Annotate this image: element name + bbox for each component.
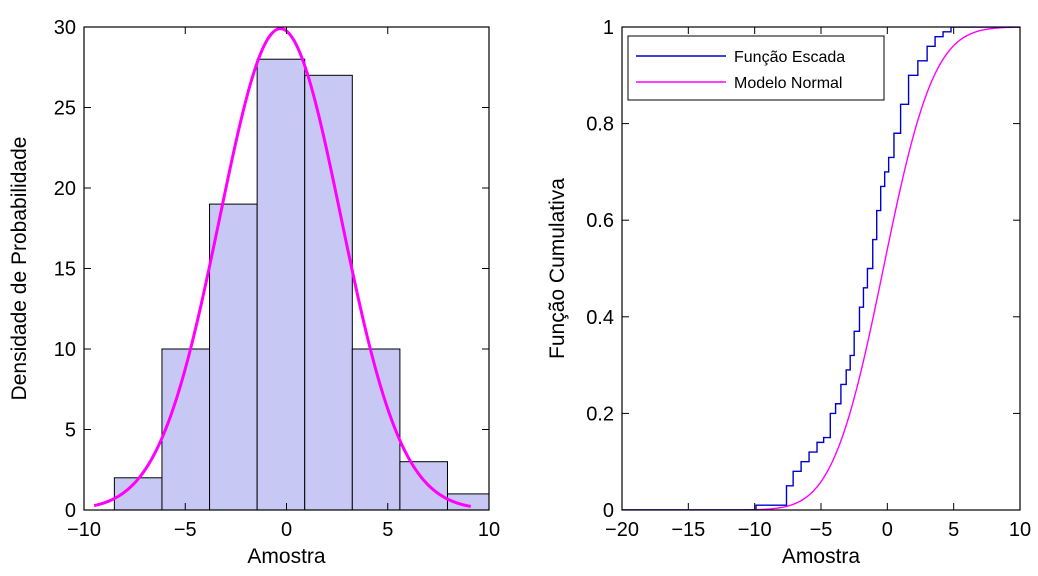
x-tick-label: −10	[738, 519, 772, 541]
legend-entry-modelo-normal: Modelo Normal	[734, 75, 842, 92]
y-tick-label: 1	[603, 17, 614, 39]
y-tick-label: 25	[54, 98, 76, 120]
cumulative-ticks: −20 −15 −10 −5 0 5 10 0 0.2 0.4 0.6 0.8 1	[586, 17, 1031, 541]
series-line-modelo-normal	[622, 27, 1020, 510]
y-tick-label: 0.8	[586, 114, 614, 136]
y-tick-label: 0.6	[586, 210, 614, 232]
cumulative-x-axis-label: Amostra	[782, 545, 861, 568]
y-tick-label: 5	[65, 420, 76, 442]
x-tick-label: 0	[882, 519, 893, 541]
y-tick-label: 0	[65, 500, 76, 522]
y-tick-label: 0.2	[586, 403, 614, 425]
y-tick-label: 15	[54, 259, 76, 281]
cumulative-y-axis-label: Função Cumulativa	[546, 178, 569, 359]
histogram-fitted-curve	[93, 27, 472, 508]
x-tick-label: 0	[281, 519, 292, 541]
histogram-bar	[209, 203, 258, 510]
x-tick-label: 5	[382, 519, 393, 541]
y-tick-label: 0.4	[586, 307, 614, 329]
x-tick-label: −15	[671, 519, 705, 541]
x-tick-label: 10	[1009, 519, 1031, 541]
histogram-bar	[256, 58, 306, 510]
series-line-funcao-escada	[622, 27, 1020, 510]
histogram-bar	[161, 348, 211, 510]
histogram-x-axis-label: Amostra	[247, 545, 326, 568]
histogram-y-axis-label: Densidade de Probabilidade	[8, 137, 31, 401]
x-tick-label: −20	[605, 519, 639, 541]
legend-box	[627, 35, 885, 101]
histogram-ticks: −10 −5 0 5 10 0 5 10 15 20 25 30	[54, 17, 500, 541]
y-tick-label: 20	[54, 178, 76, 200]
x-tick-label: 10	[478, 519, 500, 541]
histogram-bar	[399, 461, 448, 510]
y-tick-label: 30	[54, 17, 76, 39]
legend-entry-funcao-escada: Função Escada	[734, 49, 845, 66]
legend: Função Escada Modelo Normal	[627, 35, 885, 101]
cumulative-panel: −20 −15 −10 −5 0 5 10 0 0.2 0.4 0.6 0.8 1 Amostra Fu…	[546, 17, 1031, 568]
histogram-bar	[304, 74, 353, 510]
x-tick-label: −10	[67, 519, 101, 541]
x-tick-label: −5	[810, 519, 833, 541]
y-tick-label: 10	[54, 339, 76, 361]
histogram-bars	[113, 58, 489, 510]
x-tick-label: −5	[174, 519, 197, 541]
x-tick-label: 5	[948, 519, 959, 541]
histogram-panel: −10 −5 0 5 10 0 5 10 15 20 25 30 Amostra Densidade …	[8, 17, 500, 568]
y-tick-label: 0	[603, 500, 614, 522]
